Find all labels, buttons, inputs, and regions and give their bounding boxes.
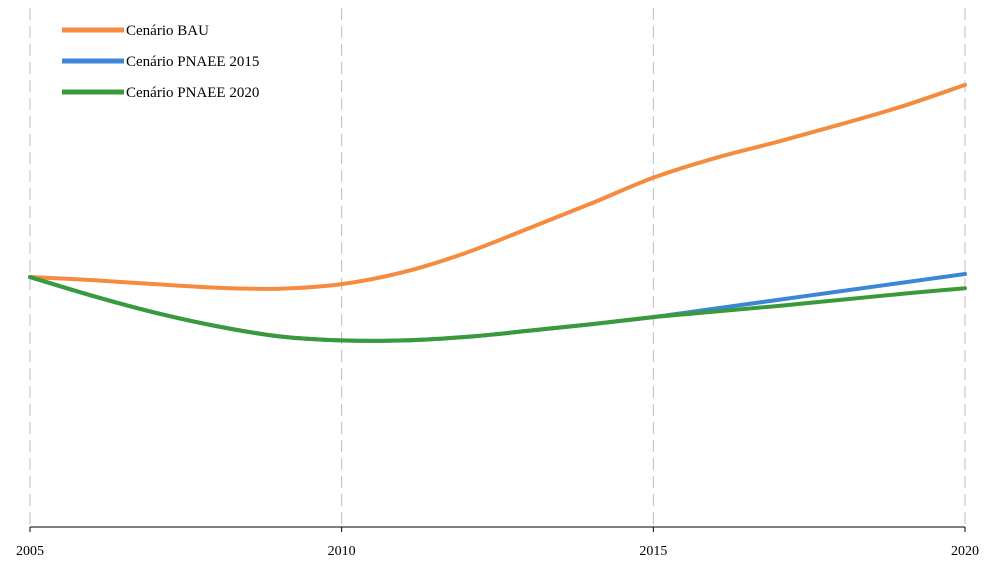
legend-label: Cenário PNAEE 2015 xyxy=(126,54,259,70)
legend-label: Cenário PNAEE 2020 xyxy=(126,85,259,101)
series-line-0 xyxy=(28,82,967,291)
x-tick-label: 2005 xyxy=(16,544,44,559)
x-tick-label: 2020 xyxy=(951,544,979,559)
legend: Cenário BAU Cenário PNAEE 2015 Cenário PNA… xyxy=(62,23,259,101)
x-axis-ticks: 2005 2010 2015 2020 xyxy=(16,527,979,559)
grid-layer xyxy=(29,8,966,527)
legend-label: Cenário BAU xyxy=(126,23,209,39)
x-tick-label: 2015 xyxy=(639,544,667,559)
series-line-2 xyxy=(28,275,967,343)
x-tick-label: 2010 xyxy=(328,544,356,559)
series-layer xyxy=(28,82,967,343)
